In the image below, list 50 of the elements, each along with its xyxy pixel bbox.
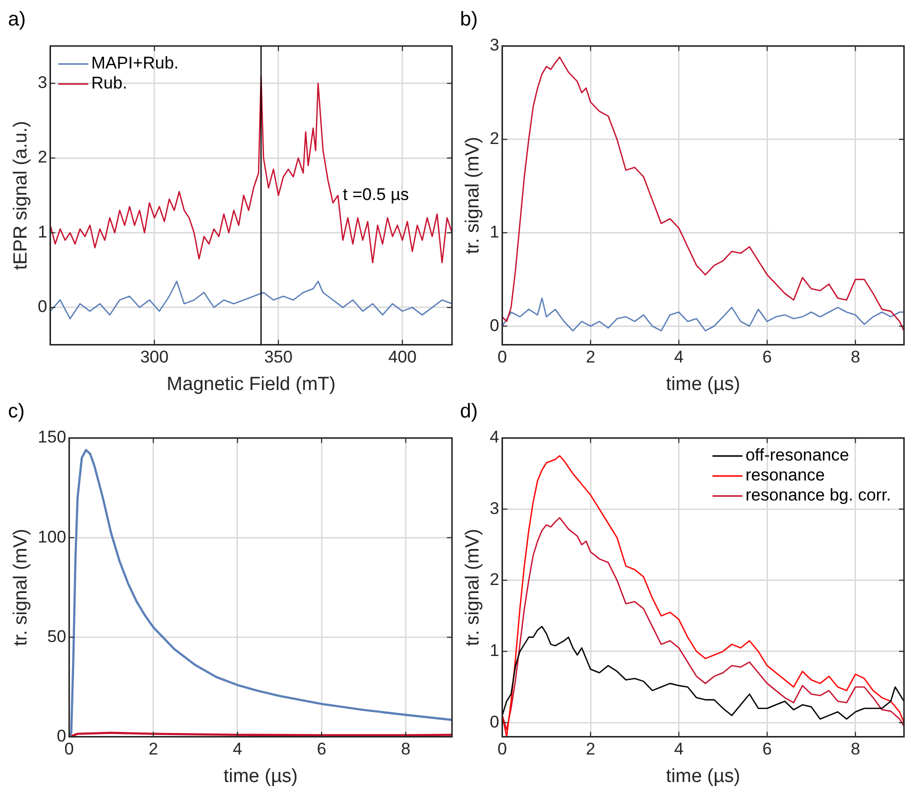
x-tick-label: 300 (140, 348, 169, 367)
y-tick-label: 2 (38, 148, 48, 167)
y-tick-label: 50 (47, 626, 66, 646)
x-tick-label: 2 (586, 348, 596, 367)
y-axis-title: tr. signal (mV) (462, 136, 484, 254)
x-axis-title: time (µs) (666, 766, 740, 787)
chart-title: b) (460, 8, 478, 31)
annotation: t =0.5 µs (342, 185, 409, 204)
y-tick-label: 150 (38, 428, 66, 447)
x-tick-label: 6 (316, 740, 326, 759)
y-tick-label: 0 (490, 316, 500, 335)
y-axis-title: tr. signal (mV) (462, 528, 484, 646)
chart-title: a) (8, 8, 26, 31)
y-tick-label: 3 (490, 498, 500, 518)
y-tick-label: 0 (56, 726, 66, 746)
y-axis-title: tr. signal (mV) (10, 528, 32, 646)
legend-label: resonance (745, 466, 825, 485)
x-tick-label: 6 (762, 740, 772, 759)
x-tick-label: 4 (232, 740, 242, 759)
y-tick-label: 0 (490, 712, 500, 732)
y-tick-label: 1 (490, 222, 500, 242)
legend-label: Rub. (91, 74, 128, 93)
y-tick-label: 3 (490, 36, 500, 55)
y-tick-label: 1 (38, 222, 48, 242)
x-tick-label: 2 (148, 740, 158, 759)
y-tick-label: 3 (38, 73, 48, 92)
x-tick-label: 6 (762, 348, 772, 367)
chart-title: c) (8, 400, 25, 423)
x-tick-label: 4 (674, 348, 684, 367)
x-tick-label: 350 (264, 348, 293, 367)
x-tick-label: 2 (586, 740, 596, 759)
y-tick-label: 2 (490, 570, 500, 589)
x-axis-title: time (µs) (666, 374, 740, 395)
y-tick-label: 4 (490, 428, 500, 447)
legend-label: MAPI+Rub. (91, 54, 179, 73)
y-tick-label: 0 (38, 297, 48, 316)
y-tick-label: 1 (490, 641, 500, 660)
y-tick-label: 100 (38, 527, 66, 546)
y-tick-label: 2 (490, 129, 500, 148)
x-tick-label: 8 (850, 348, 860, 367)
y-axis-title: tEPR signal (a.u.) (10, 120, 32, 270)
chart-title: d) (460, 400, 478, 423)
x-tick-label: 400 (388, 348, 417, 367)
x-tick-label: 8 (850, 740, 860, 759)
x-axis-title: time (µs) (223, 766, 298, 787)
legend-label: resonance bg. corr. (745, 486, 891, 505)
x-tick-label: 8 (400, 740, 410, 759)
x-tick-label: 4 (674, 740, 684, 759)
x-axis-title: Magnetic Field (mT) (166, 374, 336, 395)
legend-label: off-resonance (745, 446, 850, 465)
